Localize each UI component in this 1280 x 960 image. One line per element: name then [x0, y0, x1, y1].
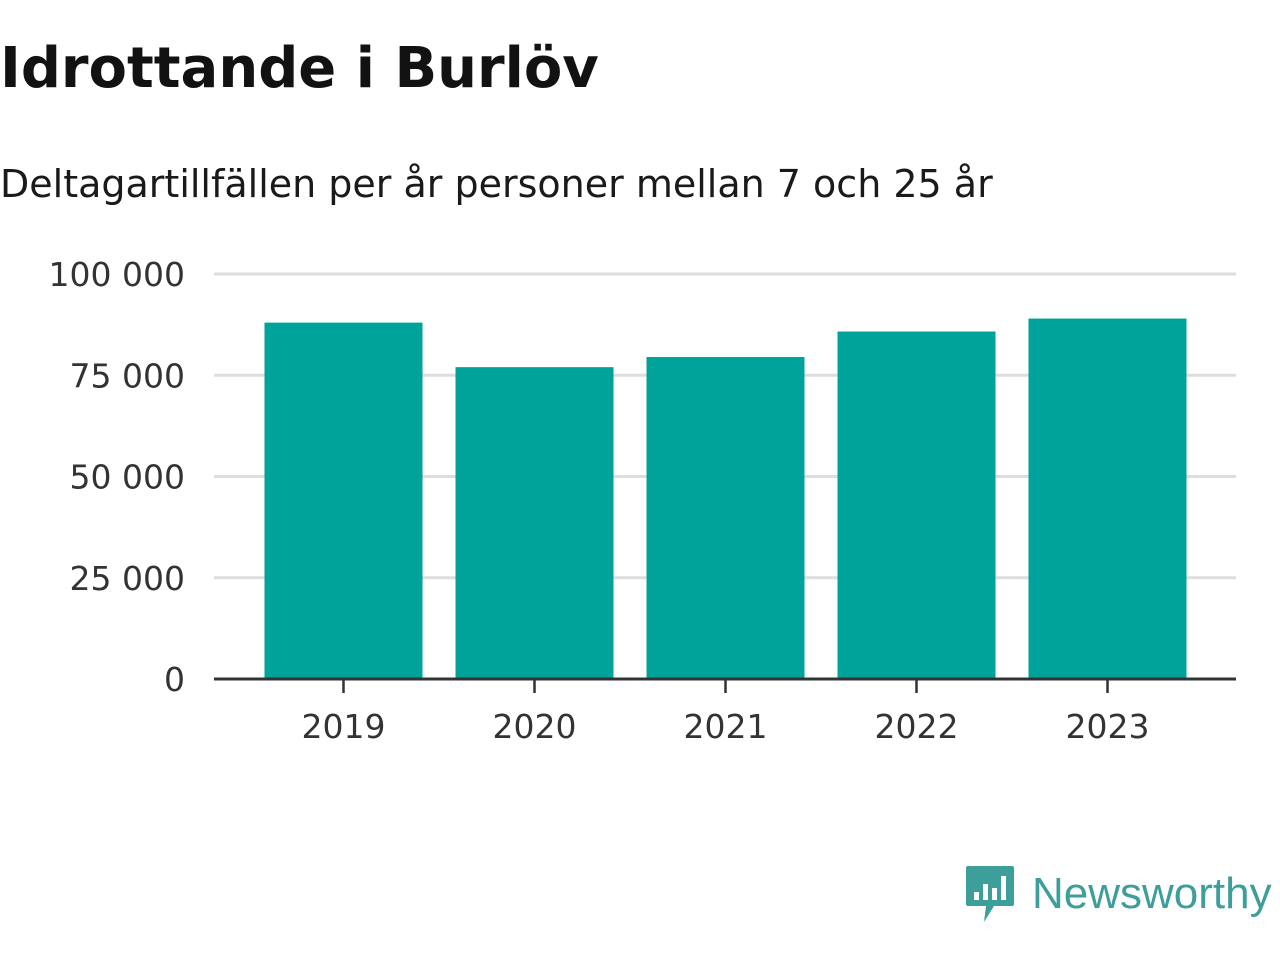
bar-2023 — [1028, 318, 1187, 679]
x-tick-label: 2020 — [493, 707, 577, 746]
chart-subtitle: Deltagartillfällen per år personer mella… — [0, 162, 993, 206]
newsworthy-brand: Newsworthy — [964, 864, 1272, 924]
y-tick-label: 25 000 — [70, 559, 185, 598]
x-tick-label: 2022 — [875, 707, 959, 746]
x-tick-label: 2019 — [302, 707, 386, 746]
x-tick-label: 2023 — [1066, 707, 1150, 746]
bars — [264, 318, 1187, 679]
y-axis-tick-labels: 0 25 000 50 000 75 000 100 000 — [49, 255, 185, 699]
newsworthy-logo-icon — [966, 866, 1014, 922]
brand-name: Newsworthy — [1032, 869, 1272, 918]
y-tick-label: 100 000 — [49, 255, 185, 294]
y-tick-label: 0 — [164, 660, 185, 699]
bar-2019 — [264, 322, 423, 679]
bar-2021 — [646, 357, 805, 679]
bar-2020 — [455, 367, 614, 679]
x-tick-label: 2021 — [684, 707, 768, 746]
chart-title: Idrottande i Burlöv — [0, 36, 599, 101]
x-axis-tick-labels: 2019 2020 2021 2022 2023 — [302, 707, 1150, 746]
bar-2022 — [837, 331, 996, 679]
y-tick-label: 50 000 — [70, 458, 185, 497]
y-tick-label: 75 000 — [70, 356, 185, 395]
x-axis — [214, 677, 1236, 693]
